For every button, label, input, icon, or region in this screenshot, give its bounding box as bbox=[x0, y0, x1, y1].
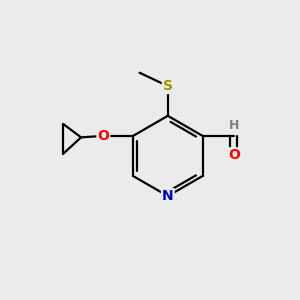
Text: S: S bbox=[163, 79, 173, 93]
Text: O: O bbox=[228, 148, 240, 162]
Text: N: N bbox=[162, 189, 174, 203]
Text: H: H bbox=[229, 119, 239, 132]
Text: O: O bbox=[98, 129, 109, 143]
